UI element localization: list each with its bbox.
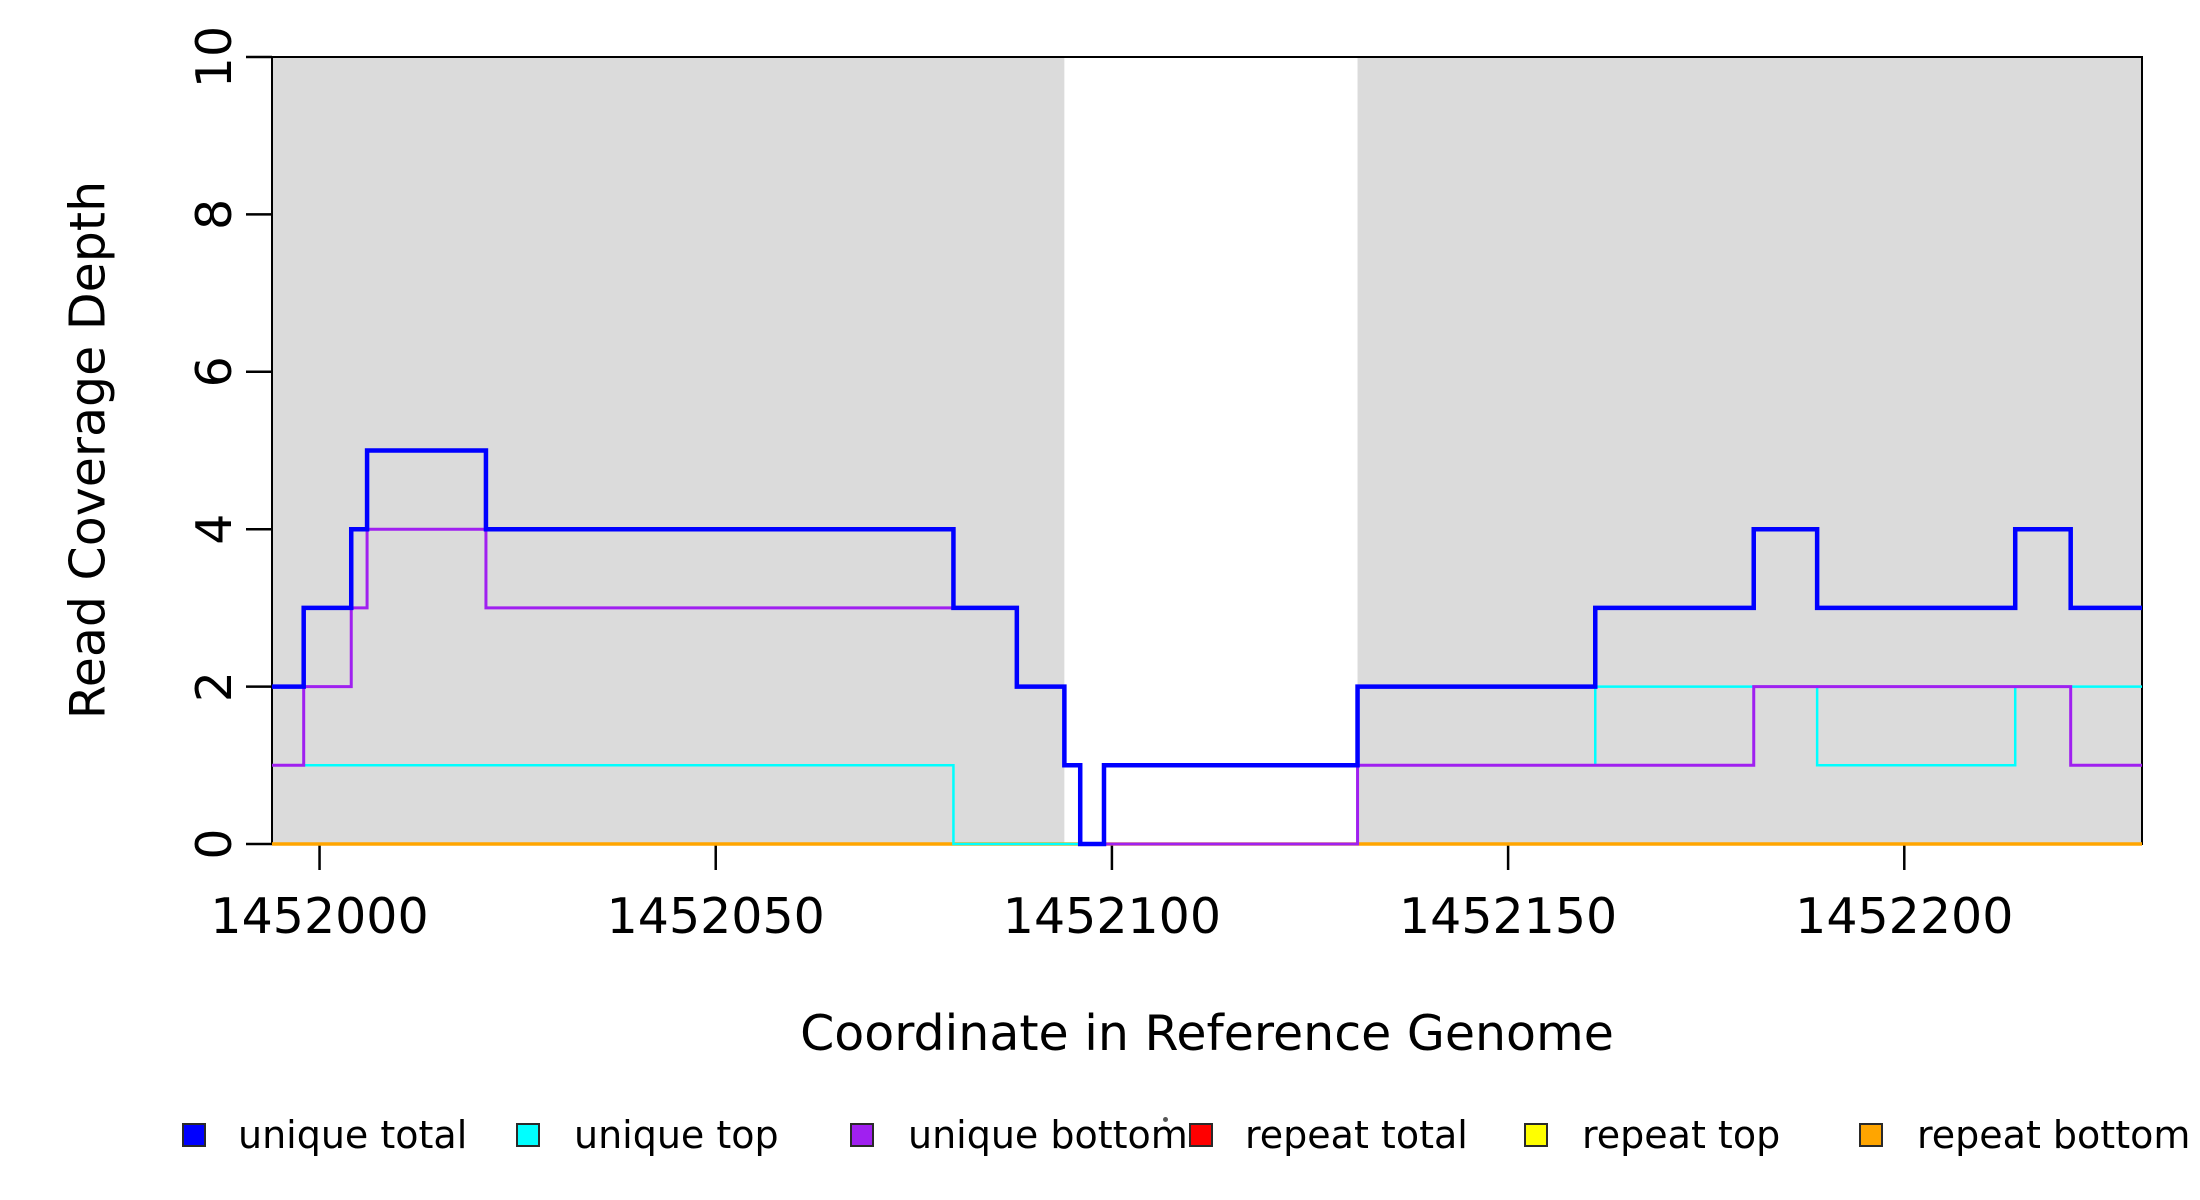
legend-label-repeat-bottom: repeat bottom (1917, 1113, 2191, 1157)
legend-swatch-repeat-bottom (1859, 1123, 1883, 1147)
legend-swatch-unique-top (516, 1123, 540, 1147)
y-tick-label: 4 (186, 514, 243, 545)
x-tick-label: 1452000 (210, 888, 428, 945)
x-tick-label: 1452150 (1399, 888, 1617, 945)
legend-swatch-unique-total (182, 1123, 206, 1147)
legend-swatch-repeat-top (1524, 1123, 1548, 1147)
legend-label-unique-top: unique top (574, 1113, 779, 1157)
legend-swatch-repeat-total (1189, 1123, 1213, 1147)
series-unique-total (272, 448, 2142, 847)
legend-label-unique-total: unique total (238, 1113, 468, 1157)
y-tick-label: 2 (186, 671, 243, 702)
y-tick-label: 10 (186, 26, 243, 88)
legend-label-unique-bottom: unique bottom (908, 1113, 1188, 1157)
legend-swatch-unique-bottom (850, 1123, 874, 1147)
x-tick-label: 1452050 (607, 888, 825, 945)
y-tick-label: 8 (186, 199, 243, 230)
y-axis-title: Read Coverage Depth (59, 180, 117, 720)
y-tick-label: 0 (186, 828, 243, 859)
x-tick-label: 1452200 (1795, 888, 2013, 945)
x-tick-label: 1452100 (1003, 888, 1221, 945)
shaded-region (1357, 58, 2142, 843)
series-unique-top (272, 685, 2142, 846)
stray-dot (1163, 1117, 1168, 1122)
legend-label-repeat-total: repeat total (1245, 1113, 1468, 1157)
x-axis-title: Coordinate in Reference Genome (800, 1005, 1614, 1062)
legend-label-repeat-top: repeat top (1582, 1113, 1781, 1157)
y-tick-label: 6 (186, 356, 243, 387)
